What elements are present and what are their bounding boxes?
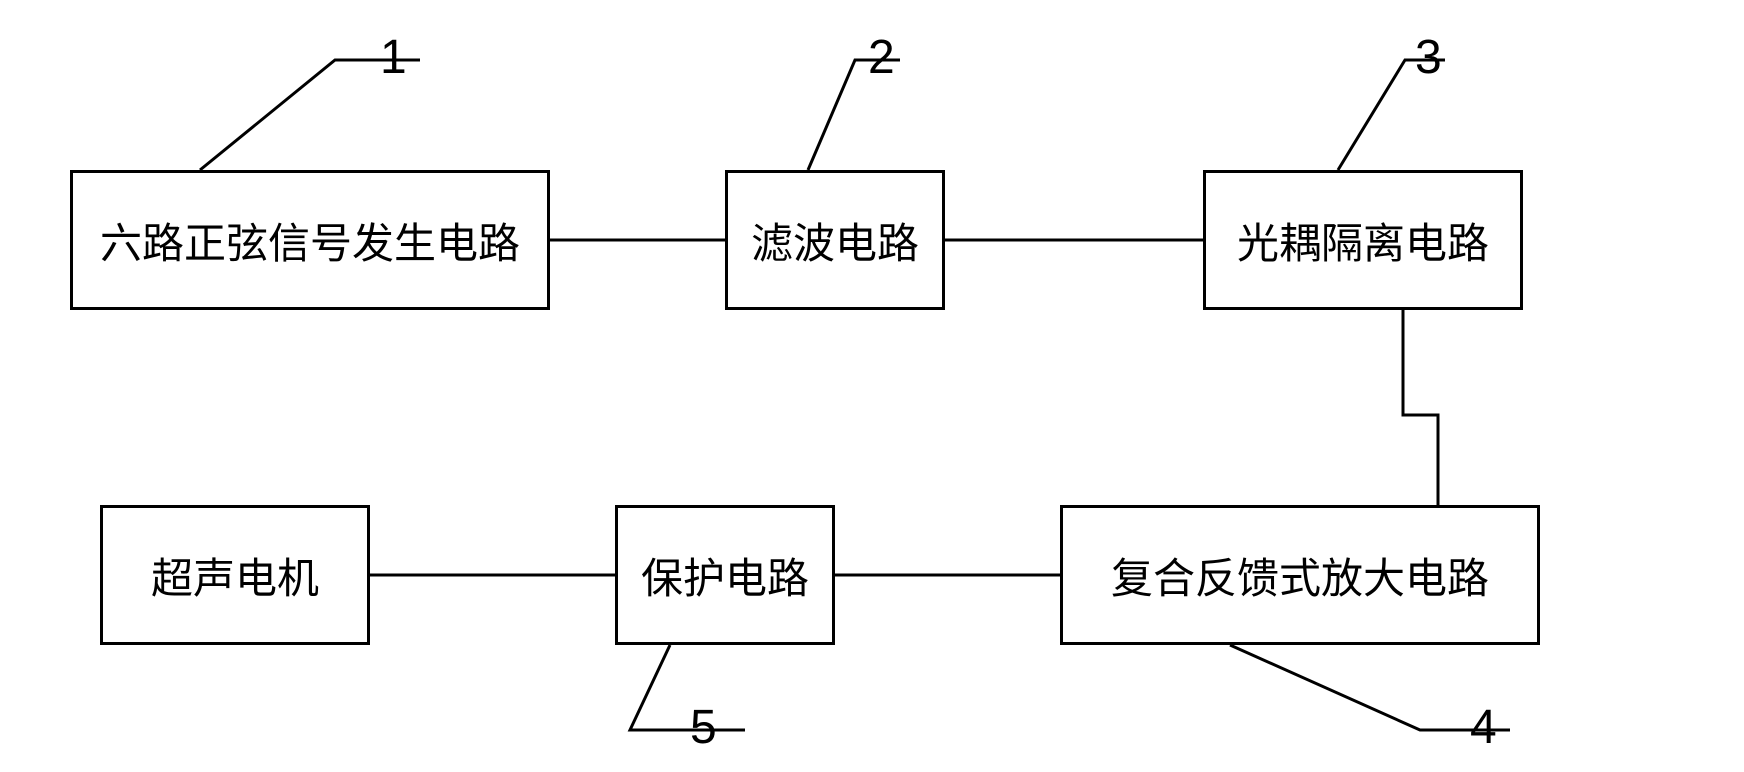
block-filter-circuit-label: 滤波电路 xyxy=(751,210,919,271)
leader-line xyxy=(1230,645,1510,730)
connector-line xyxy=(1403,310,1438,505)
block-feedback-amplifier-label: 复合反馈式放大电路 xyxy=(1111,545,1489,606)
block-signal-generator: 六路正弦信号发生电路 xyxy=(70,170,550,310)
ref-label-1: 1 xyxy=(380,30,407,85)
leader-line xyxy=(630,645,745,730)
ref-label-5: 5 xyxy=(690,700,717,755)
block-ultrasonic-motor: 超声电机 xyxy=(100,505,370,645)
block-signal-generator-label: 六路正弦信号发生电路 xyxy=(100,210,520,271)
block-protection-circuit-label: 保护电路 xyxy=(641,545,809,606)
diagram-canvas: 六路正弦信号发生电路 滤波电路 光耦隔离电路 复合反馈式放大电路 保护电路 超声… xyxy=(0,0,1744,772)
block-feedback-amplifier: 复合反馈式放大电路 xyxy=(1060,505,1540,645)
connectors-layer xyxy=(0,0,1744,772)
block-optocoupler-label: 光耦隔离电路 xyxy=(1237,210,1489,271)
ref-label-4: 4 xyxy=(1470,700,1497,755)
block-filter-circuit: 滤波电路 xyxy=(725,170,945,310)
block-protection-circuit: 保护电路 xyxy=(615,505,835,645)
block-ultrasonic-motor-label: 超声电机 xyxy=(151,545,319,606)
block-optocoupler: 光耦隔离电路 xyxy=(1203,170,1523,310)
ref-label-2: 2 xyxy=(868,30,895,85)
ref-label-3: 3 xyxy=(1415,30,1442,85)
